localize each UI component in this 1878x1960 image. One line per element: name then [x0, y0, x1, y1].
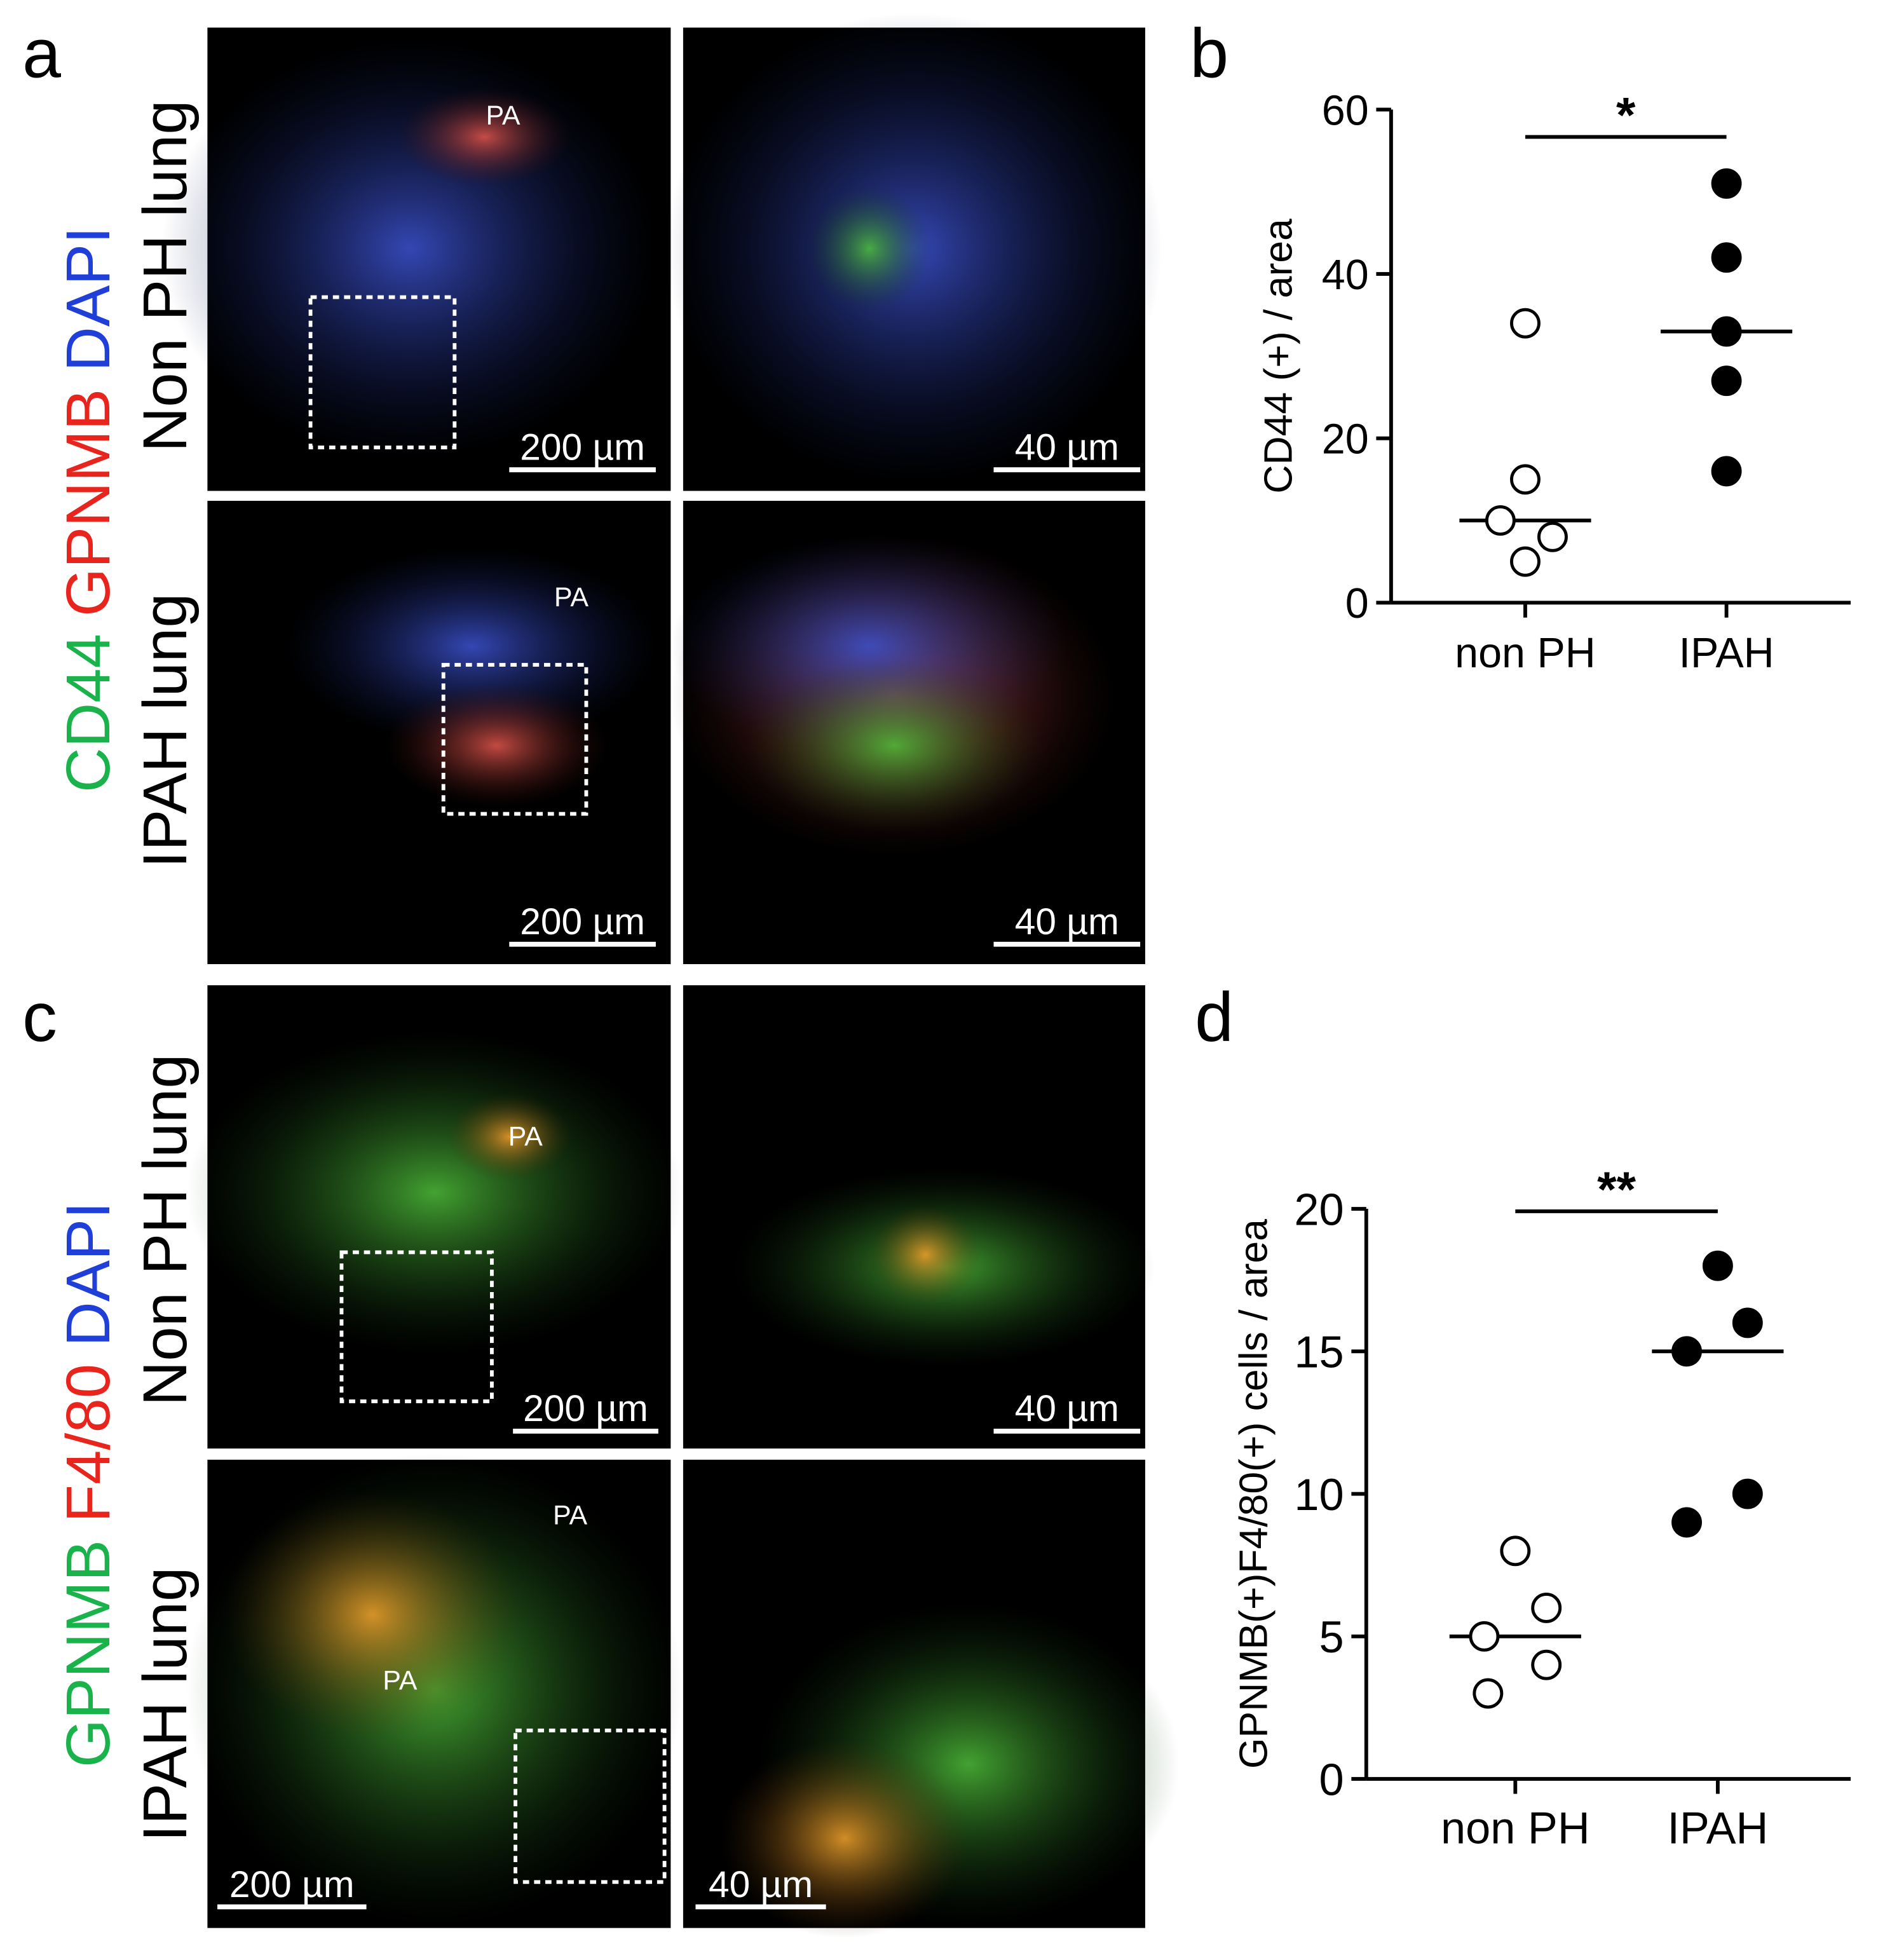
scale-bar-label: 40 µm: [1015, 1388, 1119, 1429]
data-point: [1671, 1507, 1702, 1538]
row-label: Non PH lung: [130, 100, 200, 452]
data-point: [1500, 1535, 1531, 1567]
data-point: [1473, 1678, 1504, 1709]
y-axis-title: GPNMB(+)F4/80(+) cells / area: [1231, 1219, 1276, 1769]
scale-bar-label: 200 µm: [523, 1388, 648, 1429]
data-point: [1711, 365, 1742, 397]
x-tick-label: non PH: [1441, 1803, 1590, 1853]
stain-name: DAPI: [53, 1202, 123, 1347]
row-label: Non PH lung: [130, 1054, 200, 1406]
micrograph: [186, 985, 683, 1449]
vessel-label: PA: [508, 1121, 543, 1152]
data-point: [1531, 1649, 1562, 1680]
panel-letter: a: [22, 15, 61, 93]
stain-label: GPNMB F4/80 DAPI: [53, 1202, 123, 1767]
x-tick-label: IPAH: [1678, 630, 1774, 677]
data-point: [1510, 464, 1541, 495]
data-point: [1732, 1478, 1763, 1509]
data-point: [1469, 1621, 1500, 1652]
row-label: IPAH lung: [130, 593, 200, 868]
row-label: IPAH lung: [130, 1567, 200, 1842]
data-point: [1711, 456, 1742, 487]
stain-name: GPNMB: [53, 1540, 123, 1767]
data-point: [1537, 521, 1568, 552]
data-point: [1702, 1250, 1733, 1281]
micrograph: [683, 1459, 1180, 1938]
panel-letter: b: [1190, 15, 1228, 93]
data-point: [1671, 1336, 1702, 1367]
y-tick-label: 10: [1294, 1469, 1344, 1520]
y-axis-title: CD44 (+) / area: [1256, 219, 1301, 494]
micrograph: [665, 12, 1163, 491]
vessel-label: PA: [554, 582, 589, 613]
significance-label: **: [1597, 1161, 1636, 1217]
stain-name: GPNMB: [53, 389, 123, 616]
stain-name: DAPI: [53, 227, 123, 372]
y-tick-label: 40: [1322, 252, 1369, 299]
scale-bar-label: 40 µm: [1015, 427, 1119, 468]
y-tick-label: 20: [1322, 416, 1369, 463]
vessel-label: PA: [383, 1665, 417, 1696]
micrograph: [186, 1453, 683, 1928]
zoom-box: [441, 663, 589, 816]
significance-label: *: [1616, 87, 1636, 143]
micrograph: [161, 27, 671, 491]
data-point: [1711, 316, 1742, 347]
data-point: [1485, 505, 1516, 536]
data-point: [1510, 308, 1541, 339]
micrograph: [683, 985, 1155, 1449]
data-point: [1732, 1307, 1763, 1338]
data-point: [1711, 168, 1742, 199]
zoom-box: [514, 1728, 667, 1884]
vessel-label: PA: [553, 1500, 587, 1530]
y-tick-label: 20: [1294, 1184, 1344, 1234]
stain-name: F4/80: [53, 1364, 123, 1523]
scale-bar-label: 200 µm: [520, 427, 645, 468]
scale-bar-label: 40 µm: [709, 1864, 813, 1905]
scale-bar-label: 200 µm: [520, 901, 645, 943]
micrograph: [207, 501, 671, 965]
data-point: [1711, 242, 1742, 273]
zoom-box: [339, 1250, 494, 1403]
scale-bar-label: 200 µm: [229, 1864, 355, 1905]
micrograph: [670, 501, 1145, 965]
data-point: [1531, 1593, 1562, 1623]
y-tick-label: 60: [1322, 87, 1369, 134]
scale-bar-label: 40 µm: [1015, 901, 1119, 943]
vessel-label: PA: [486, 100, 520, 131]
stain-name: CD44: [53, 634, 123, 793]
y-tick-label: 5: [1319, 1612, 1344, 1662]
panel-letter: c: [22, 979, 57, 1056]
zoom-box: [308, 295, 457, 449]
stain-label: CD44 GPNMB DAPI: [53, 227, 123, 793]
x-tick-label: IPAH: [1667, 1803, 1768, 1853]
y-tick-label: 0: [1345, 580, 1369, 627]
x-tick-label: non PH: [1455, 630, 1596, 677]
data-point: [1510, 546, 1541, 577]
y-tick-label: 0: [1319, 1754, 1344, 1804]
panel-letter: d: [1195, 979, 1234, 1056]
y-tick-label: 15: [1294, 1327, 1344, 1377]
